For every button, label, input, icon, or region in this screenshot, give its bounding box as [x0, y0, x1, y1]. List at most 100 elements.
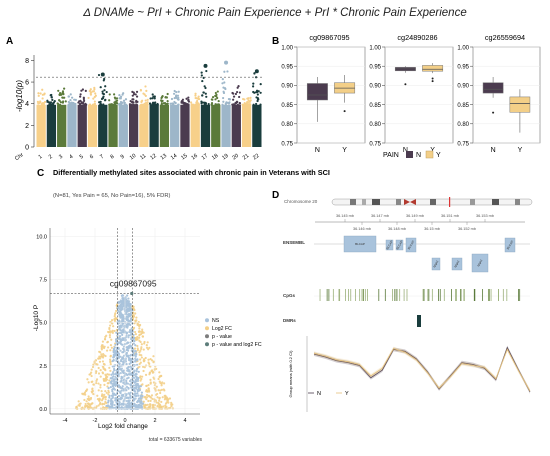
panel-b-box — [482, 82, 504, 94]
panel-c-legend-swatch — [205, 318, 209, 323]
panel-c-point — [103, 354, 106, 357]
panel-b-xtick-label: Y — [518, 147, 523, 154]
panel-a-point — [102, 103, 105, 106]
panel-a-point — [130, 103, 134, 106]
panel-c-point — [106, 341, 109, 344]
panel-d-cpg — [519, 289, 521, 301]
panel-a-point — [131, 94, 134, 97]
panel-c-point — [132, 351, 135, 355]
panel-c-point — [113, 403, 116, 407]
panel-c-point — [108, 336, 112, 339]
panel-a-point — [88, 103, 91, 106]
panel-d-ci-band — [314, 345, 530, 394]
panel-a-point — [119, 97, 122, 100]
panel-c-point — [98, 355, 101, 358]
panel-c-point — [127, 366, 130, 369]
panel-b-box — [422, 65, 444, 72]
panel-c-point — [100, 355, 103, 358]
panel-a-point — [50, 93, 53, 97]
panel-c-point — [139, 340, 142, 344]
panel-b-facet: cg09867095 0.75 0.80 0.85 0.90 0.95 1.00 N Y — [281, 33, 366, 154]
panel-c-xtick-label: 0 — [123, 418, 126, 424]
panel-a-band — [211, 104, 221, 147]
panel-c-point — [132, 349, 135, 352]
panel-d-cpg — [403, 289, 405, 301]
panel-c-point — [87, 406, 90, 409]
panel-a-point — [41, 88, 44, 91]
panel-c-point — [104, 373, 107, 376]
panel-c-point — [132, 333, 135, 337]
panel-a-point — [59, 101, 63, 104]
panel-a-point — [108, 93, 111, 96]
panel-c-point — [109, 386, 112, 389]
panel-c-point — [125, 362, 128, 366]
panel-a-chr-6 — [87, 86, 98, 147]
panel-c-point — [120, 316, 123, 319]
panel-a-point — [162, 102, 166, 105]
panel-c-point — [87, 399, 91, 402]
panel-a-chr-22 — [252, 72, 262, 147]
panel-c-point — [170, 403, 173, 406]
panel-b-legend: PAIN N Y — [383, 150, 441, 159]
panel-c-point — [134, 405, 137, 408]
panel-c-point — [138, 353, 141, 356]
panel-d-cpg — [396, 289, 398, 301]
panel-c-point — [106, 373, 109, 376]
panel-a-point — [194, 94, 197, 97]
panel-d-dmr — [417, 315, 421, 327]
panel-d-tick-label: 36.152 mb — [458, 227, 476, 231]
panel-a-point — [113, 103, 117, 106]
panel-a-point — [43, 92, 46, 95]
panel-c-point — [91, 365, 95, 369]
panel-c-point — [109, 343, 113, 347]
panel-c-ytick-label: 5.0 — [39, 321, 47, 327]
panel-a-xtick-label: 11 — [139, 153, 147, 161]
panel-c-point — [101, 372, 105, 375]
panel-a-point — [132, 103, 135, 106]
panel-a-chr-8 — [108, 93, 119, 147]
panel-d-tick-label: 36.147 mb — [371, 214, 389, 218]
panel-a-point — [105, 90, 108, 94]
panel-a-band — [190, 104, 200, 147]
panel-a-point — [223, 70, 226, 73]
panel-a-point — [222, 86, 225, 89]
panel-c-point — [140, 343, 143, 346]
panel-c-xtick-label: 4 — [183, 418, 186, 424]
panel-c-point — [115, 359, 118, 363]
panel-a-xtick-label: 10 — [129, 153, 137, 161]
panel-c-point — [108, 330, 112, 333]
panel-d-track-label: DMRs — [283, 318, 296, 323]
figure-title: Δ DNAMe ~ PrI + Chronic Pain Experience … — [82, 7, 466, 19]
panel-a-xtick-label: 2 — [48, 154, 54, 161]
panel-a-point — [108, 99, 111, 102]
panel-c-point — [121, 333, 124, 336]
panel-b-outlier — [404, 83, 407, 86]
panel-d-gene-label: BLCAP — [407, 240, 415, 251]
panel-d-gene-label: BLCAP — [395, 240, 403, 251]
panel-c-point — [147, 399, 150, 403]
panel-c-point — [129, 391, 132, 394]
panel-c-title: Differentially methylated sites associat… — [53, 168, 330, 177]
panel-a-point — [89, 89, 92, 92]
panel-c-point — [136, 344, 139, 348]
panel-a-xtick-label: 19 — [221, 153, 229, 161]
panel-a-point — [43, 100, 47, 104]
panel-c-point — [116, 322, 120, 325]
panel-a-top-hit — [254, 69, 259, 74]
panel-c-point — [136, 363, 139, 366]
panel-c-point — [122, 369, 125, 372]
panel-c-point — [139, 379, 142, 382]
panel-a-point — [135, 95, 139, 98]
panel-d-tick-label: 36.146 mb — [353, 227, 371, 231]
panel-b-facet: cg26559694 0.75 0.80 0.85 0.90 0.95 1.00 N Y — [457, 33, 541, 154]
panel-a-point — [135, 103, 138, 106]
panel-b-ytick-label: 0.90 — [369, 84, 381, 90]
panel-c-point — [113, 315, 116, 318]
panel-a-point — [243, 98, 246, 101]
panel-a-xtick-label: 22 — [252, 153, 260, 161]
panel-a-point — [256, 93, 259, 96]
panel-c-point — [134, 360, 137, 363]
panel-c-legend-label: NS — [212, 318, 220, 324]
panel-c-point — [159, 374, 163, 377]
panel-a-point — [119, 95, 123, 98]
